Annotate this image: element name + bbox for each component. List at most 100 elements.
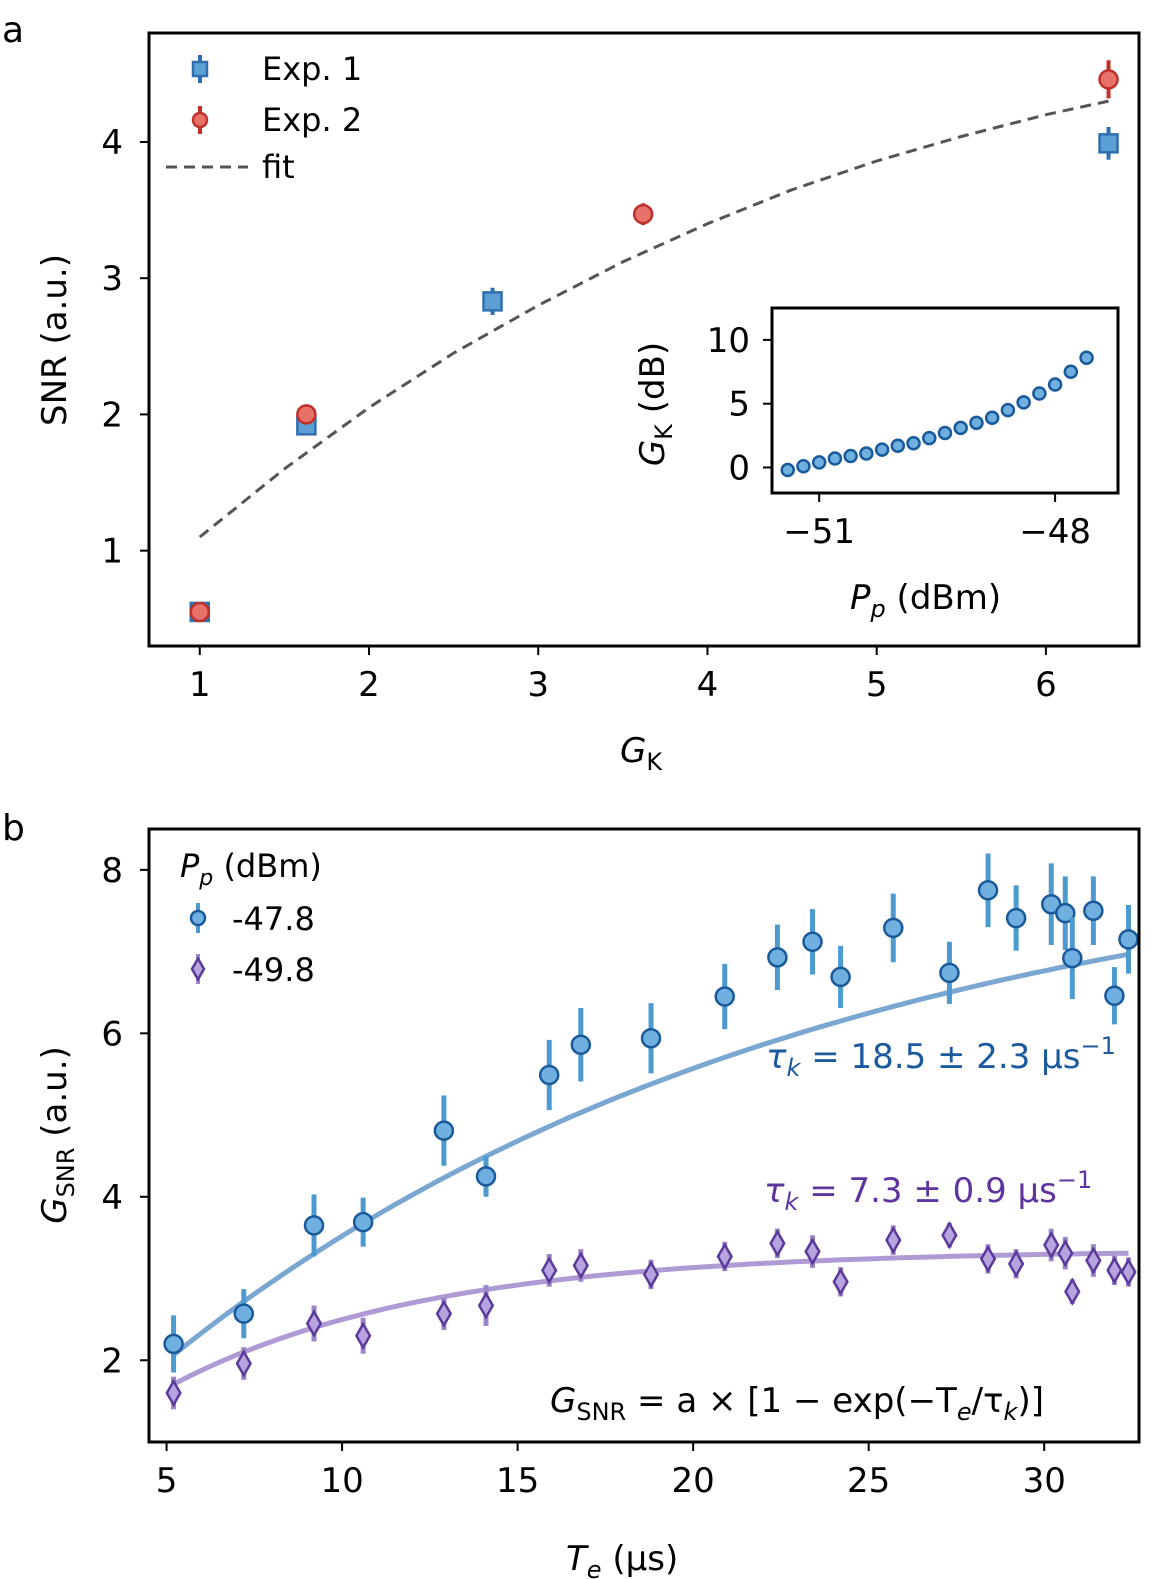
panel-b-point (716, 1242, 733, 1271)
panel-b-point (1083, 900, 1104, 921)
panel-a-point (482, 291, 503, 312)
panel-a-xlabel: GK (620, 731, 663, 776)
panel-b-xlabel-sub: e (587, 1556, 602, 1579)
panel-b-point (1057, 1238, 1074, 1268)
panel-b-point (883, 917, 904, 939)
legend-exp1-marker (191, 55, 209, 83)
panel-b-xlabel: Te (μs) (566, 1539, 678, 1579)
tau-purple-sup: −1 (1057, 1166, 1092, 1194)
panel-b-point (769, 1229, 786, 1258)
inset-point (796, 458, 811, 474)
inset-point (1016, 395, 1031, 410)
panel-b-legend: Pp (dBm) -47.8 -49.8 (180, 847, 322, 989)
inset-point (1063, 364, 1079, 380)
inset-point (780, 462, 795, 478)
inset-point (1079, 350, 1094, 366)
panel-b-point (832, 1267, 849, 1297)
panel-b-xtick-label: 20 (672, 1461, 715, 1501)
formula-rhs: = a × [1 − exp(−T (626, 1381, 957, 1421)
panel-b-point (433, 1120, 455, 1141)
panel-b-ytick-label: 4 (101, 1178, 123, 1218)
panel-b-point (1118, 929, 1139, 950)
panel-a-axes-frame (147, 31, 1141, 648)
panel-a-ytick-label: 3 (101, 259, 123, 299)
inset-point (843, 448, 858, 464)
panel-b-point (1085, 1246, 1102, 1275)
panel-b-point (640, 1027, 662, 1049)
panel-b-point (305, 1309, 323, 1338)
annotation-tau-blue: τk = 18.5 ± 2.3 μs−1 (766, 1032, 1116, 1082)
panel-a-ytick-label: 4 (101, 123, 123, 163)
tau-blue-sub: k (786, 1054, 801, 1082)
inset-point (922, 430, 937, 446)
panel-b-point (804, 1237, 821, 1266)
panel-a-ytick-label: 1 (101, 532, 123, 572)
inset-xlabel-main: P (850, 578, 871, 618)
panel-b-fit-curve (172, 951, 1129, 1357)
panel-b-xtick-label: 15 (496, 1461, 539, 1501)
panel-b-xlabel-unit: (μs) (602, 1539, 679, 1579)
legend-purple-marker (190, 954, 206, 984)
annotation-formula: GSNR = a × [1 − exp(−Te/τk)] (550, 1381, 1044, 1426)
inset-ylabel: GK (dB) (633, 342, 678, 466)
legend-exp2-circle (191, 111, 209, 129)
inset-ylabel-main: G (633, 440, 673, 466)
panel-a-ytick-label: 2 (101, 395, 123, 435)
inset-ylabel-sub: K (650, 423, 678, 440)
panel-a-xlabel-main: G (620, 731, 646, 771)
inset-axes-frame (770, 306, 1120, 495)
panel-b-point (477, 1291, 495, 1320)
tau-blue-symbol: τ (766, 1037, 787, 1077)
inset-point (811, 455, 827, 470)
tau-blue-sup: −1 (1081, 1032, 1116, 1060)
inset-xlabel: Pp (dBm) (850, 578, 1001, 623)
panel-b-legend-title-sub: p (198, 866, 213, 891)
annotation-tau-purple: τk = 7.3 ± 0.9 μs−1 (764, 1166, 1092, 1216)
legend-blue-label: -47.8 (232, 900, 315, 938)
tau-purple-sub: k (784, 1188, 799, 1216)
panel-b-point (352, 1211, 374, 1233)
tau-blue-value: = 18.5 ± 2.3 μs (800, 1037, 1080, 1077)
panel-b-point (572, 1251, 590, 1280)
formula-lhs-sub: SNR (576, 1398, 626, 1426)
panel-b-point (939, 962, 960, 984)
inset-point (1032, 386, 1047, 401)
panel-a-point (296, 404, 317, 425)
inset: −51 −48 0 5 10 Pp (dBm) GK (dB) (633, 306, 1120, 623)
panel-b-point (1005, 907, 1027, 929)
legend-purple-label: -49.8 (232, 951, 315, 989)
panel-a-xtick-label: 5 (866, 665, 888, 705)
panel-b-point (538, 1064, 560, 1086)
panel-b-point (435, 1299, 453, 1328)
tau-purple-symbol: τ (764, 1171, 785, 1211)
formula-k-sub: k (1004, 1398, 1019, 1426)
panel-b-point (977, 880, 999, 901)
panel-a-points-layer (189, 60, 1119, 623)
panel-b-xtick-label: 5 (156, 1461, 178, 1501)
panel-b-point (1007, 1249, 1025, 1279)
legend-purple-diamond (190, 956, 206, 982)
panel-b-ytick-label: 8 (101, 851, 123, 891)
panel-b-point (1064, 1277, 1081, 1306)
panel-b-point (570, 1034, 592, 1056)
panel-b-ylabel: GSNR (a.u.) (35, 1046, 80, 1224)
inset-point (1000, 402, 1016, 418)
panel-b-xtick-label: 30 (1023, 1461, 1066, 1501)
panel-b-point (1062, 947, 1083, 969)
panel-b-point (1106, 1256, 1123, 1285)
panel-a-ticks: 1 2 3 4 5 6 1 2 3 4 (101, 123, 1056, 705)
panel-a-xtick-label: 3 (527, 665, 549, 705)
panel-label-a: a (2, 10, 24, 51)
panel-a-xtick-label: 2 (358, 665, 380, 705)
panel-b-point (1055, 902, 1076, 924)
panel-b-xtick-label: 10 (320, 1461, 363, 1501)
panel-b-ylabel-unit: (a.u.) (35, 1046, 75, 1147)
panel-a-xlabel-sub: K (646, 748, 663, 776)
inset-point (953, 420, 968, 436)
panel-b-ytick-label: 2 (101, 1341, 123, 1381)
panel-b-axes-frame (147, 827, 1141, 1444)
panel-b-point (979, 1244, 997, 1274)
